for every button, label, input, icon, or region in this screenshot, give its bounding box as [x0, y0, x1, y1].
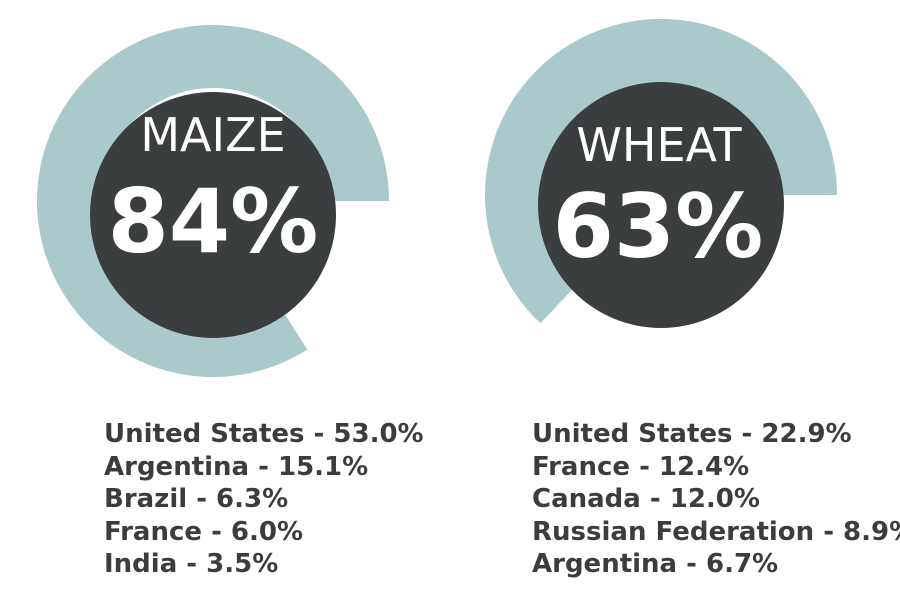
wheat-gauge: WHEAT 63% [485, 19, 837, 328]
wheat-title: WHEAT [576, 118, 742, 172]
maize-title: MAIZE [140, 108, 285, 162]
maize-percentage: 84% [108, 170, 319, 273]
wheat-center-disc [538, 82, 784, 328]
maize-center-disc [90, 92, 336, 338]
list-item: United States - 53.0% [104, 419, 424, 449]
list-item: France - 12.4% [532, 451, 750, 482]
wheat-country-list: United States - 22.9% France - 12.4% Can… [532, 418, 900, 581]
list-item: United States - 22.9% [532, 419, 852, 449]
list-item: Brazil - 6.3% [104, 484, 289, 514]
list-item: Russian Federation - 8.9% [532, 516, 900, 547]
maize-gauge: MAIZE 84% [36, 25, 389, 378]
maize-country-list: United States - 53.0% Argentina - 15.1% … [104, 418, 424, 581]
list-item: Argentina - 6.7% [532, 549, 779, 579]
wheat-percentage: 63% [553, 175, 764, 278]
list-item: Argentina - 15.1% [104, 451, 369, 482]
list-item: India - 3.5% [104, 549, 279, 579]
wheat-share-arc [485, 19, 837, 324]
list-item: France - 6.0% [104, 516, 304, 547]
list-item: Canada - 12.0% [532, 484, 760, 514]
